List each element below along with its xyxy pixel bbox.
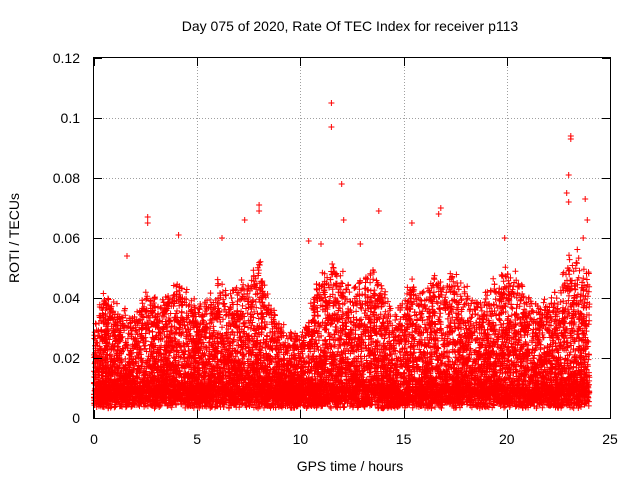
data-point — [512, 268, 519, 275]
data-point — [572, 265, 579, 272]
data-point — [443, 289, 450, 296]
scatter-points — [91, 100, 593, 412]
data-point — [238, 277, 245, 283]
data-point — [143, 296, 149, 303]
data-point — [457, 293, 464, 300]
data-point — [547, 322, 554, 329]
data-point — [482, 296, 489, 302]
data-point — [574, 246, 581, 253]
data-point — [220, 316, 226, 323]
data-point — [337, 342, 344, 349]
data-point — [157, 304, 164, 311]
data-point — [253, 304, 260, 311]
data-point — [566, 252, 572, 259]
data-point — [464, 283, 471, 290]
chart-title: Day 075 of 2020, Rate Of TEC Index for r… — [182, 18, 519, 34]
data-point — [257, 258, 264, 265]
data-point — [358, 305, 365, 312]
data-point — [492, 296, 499, 303]
data-point — [438, 405, 445, 411]
data-point — [478, 369, 485, 376]
data-point — [463, 296, 470, 303]
data-point — [134, 331, 141, 338]
data-point — [216, 299, 222, 306]
data-point — [409, 276, 416, 283]
data-point — [217, 318, 224, 325]
data-point — [457, 280, 464, 286]
